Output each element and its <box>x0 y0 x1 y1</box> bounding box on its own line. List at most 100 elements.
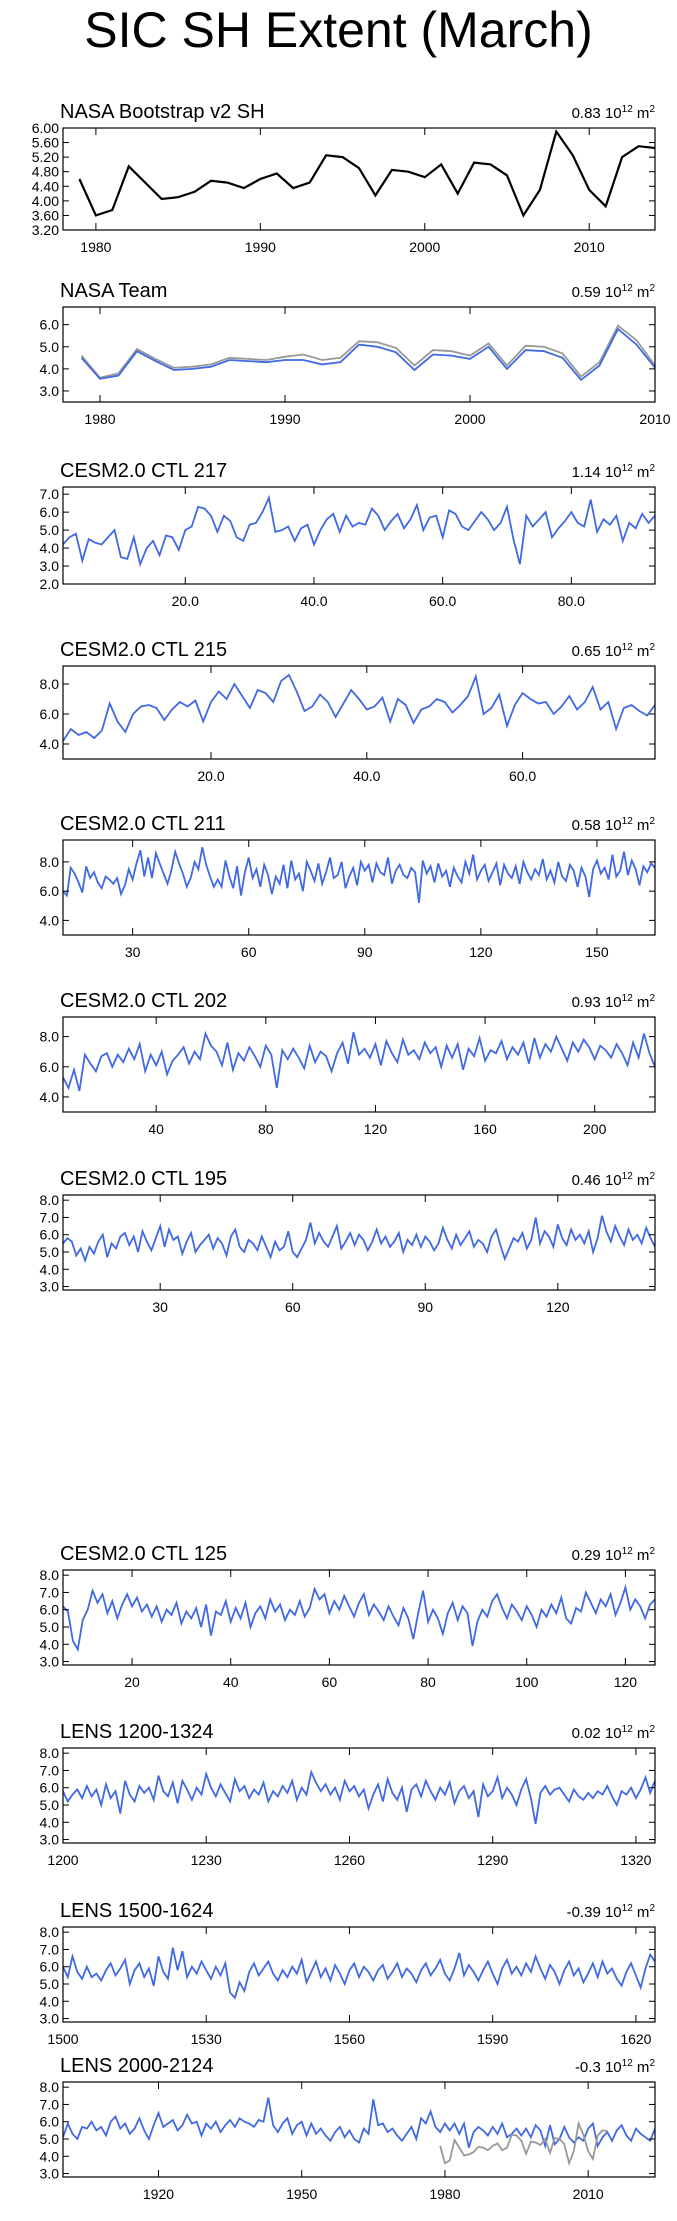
plot-frame <box>62 1747 656 1844</box>
plot-frame <box>62 1194 656 1291</box>
x-tick-label: 80 <box>258 1121 274 1137</box>
chart-title: NASA Team <box>60 280 167 302</box>
trend-trend-unit-suffix: m <box>633 464 650 481</box>
y-tick-label: 6.0 <box>40 317 60 333</box>
trend-trend-unit-suffix: m <box>633 1725 650 1742</box>
y-tick-label: 4.0 <box>40 1636 60 1652</box>
x-tick-label: 100 <box>515 1674 539 1690</box>
y-tick-label: 5.0 <box>40 339 60 355</box>
x-tick-label: 2010 <box>639 411 670 427</box>
chart-title: CESM2.0 CTL 202 <box>60 990 227 1012</box>
y-tick-label: 8.0 <box>40 676 60 692</box>
trend-label: -0.39 1012 m2 <box>567 1903 656 1921</box>
y-tick-label: 4.0 <box>40 912 60 928</box>
x-tick-label: 1290 <box>477 1852 508 1868</box>
y-tick-label: 6.0 <box>40 1227 60 1243</box>
y-tick-label: 4.0 <box>40 540 60 556</box>
trend-trend-unit-suffix-exp: 2 <box>649 1903 655 1914</box>
x-tick-label: 1620 <box>620 2031 651 2047</box>
x-tick-label: 1530 <box>191 2031 222 2047</box>
y-tick-label: 6.0 <box>40 1959 60 1975</box>
x-tick-label: 60.0 <box>509 768 536 784</box>
trend-trend-unit-suffix: m <box>633 1904 650 1921</box>
x-tick-label: 1500 <box>47 2031 78 2047</box>
y-tick-label: 3.0 <box>40 558 60 574</box>
chart-panel: CESM2.0 CTL 215 0.65 1012 m2 4.0 6.0 8.0 20.0… <box>40 639 656 784</box>
x-tick-label: 1980 <box>429 2186 460 2202</box>
chart-title: CESM2.0 CTL 125 <box>60 1543 227 1565</box>
y-tick-label: 8.0 <box>40 854 60 870</box>
trend-trend-value: 0.93 <box>572 994 605 1011</box>
data-series-line <box>63 494 655 568</box>
y-tick-label: 7.0 <box>40 2096 60 2112</box>
y-tick-label: 6.0 <box>40 2114 60 2130</box>
x-tick-label: 20 <box>124 1674 140 1690</box>
x-tick-label: 1590 <box>477 2031 508 2047</box>
x-tick-label: 2010 <box>573 2186 604 2202</box>
trend-trend-unit-exp: 12 <box>622 1171 634 1182</box>
x-tick-label: 60.0 <box>429 593 456 609</box>
trend-trend-unit-exp: 12 <box>622 1724 634 1735</box>
x-tick-label: 1200 <box>47 1852 78 1868</box>
y-tick-label: 6.0 <box>40 1602 60 1618</box>
x-tick-label: 40 <box>148 1121 164 1137</box>
trend-trend-unit-exp: 12 <box>622 1903 634 1914</box>
data-series-line <box>78 129 655 218</box>
trend-trend-unit-exp: 12 <box>622 642 634 653</box>
x-tick-label: 120 <box>614 1674 638 1690</box>
x-tick-label: 120 <box>469 944 493 960</box>
x-tick-label: 200 <box>583 1121 607 1137</box>
plot-frame <box>62 665 656 760</box>
y-tick-label: 8.0 <box>40 1924 60 1940</box>
data-series-line <box>63 1769 655 1825</box>
data-series-line <box>63 673 655 742</box>
x-tick-label: 80 <box>420 1674 436 1690</box>
trend-trend-unit-suffix-exp: 2 <box>649 993 655 1004</box>
trend-trend-unit-exp: 12 <box>622 1546 634 1557</box>
x-tick-label: 20.0 <box>172 593 199 609</box>
y-tick-label: 5.0 <box>40 2131 60 2147</box>
y-tick-label: 5.0 <box>40 1797 60 1813</box>
plot-frame <box>62 1569 656 1666</box>
y-tick-label: 3.0 <box>40 2166 60 2182</box>
trend-trend-unit-exp: 12 <box>622 2058 634 2069</box>
trend-trend-value: 1.14 <box>572 464 605 481</box>
trend-trend-unit-exp: 12 <box>622 993 634 1004</box>
chart-panel: CESM2.0 CTL 211 0.58 1012 m2 4.0 6.0 8.0 30 60… <box>40 813 656 960</box>
x-tick-label: 20.0 <box>197 768 224 784</box>
y-tick-label: 6.0 <box>40 1059 60 1075</box>
trend-trend-value: 0.65 <box>572 643 605 660</box>
chart-panel: LENS 1500-1624 -0.39 1012 m2 3.0 4.05.06.0 7… <box>40 1900 656 2047</box>
data-series-line <box>63 847 655 903</box>
y-tick-label: 3.0 <box>40 383 60 399</box>
trend-label: -0.3 1012 m2 <box>575 2058 656 2076</box>
plot-frame <box>62 1016 656 1113</box>
x-tick-label: 60 <box>285 1299 301 1315</box>
x-tick-label: 40.0 <box>300 593 327 609</box>
x-tick-label: 40.0 <box>353 768 380 784</box>
data-series-line <box>80 327 655 382</box>
trend-label: 0.59 1012 m2 <box>572 283 656 301</box>
y-tick-label: 3.0 <box>40 1279 60 1295</box>
trend-trend-value: 0.29 <box>572 1547 605 1564</box>
chart-title: CESM2.0 CTL 215 <box>60 639 227 661</box>
trend-label: 0.29 1012 m2 <box>572 1546 656 1564</box>
trend-trend-unit-base: 10 <box>605 643 622 660</box>
data-series-line <box>63 1947 655 2000</box>
data-series-line <box>439 2120 608 2167</box>
trend-trend-unit-suffix-exp: 2 <box>649 816 655 827</box>
trend-trend-unit-exp: 12 <box>622 816 634 827</box>
data-series-line <box>63 1583 655 1653</box>
y-tick-label: 7.0 <box>40 486 60 502</box>
trend-trend-unit-suffix: m <box>633 1172 650 1189</box>
y-tick-label: 7.0 <box>40 1762 60 1778</box>
trend-trend-value: -0.39 <box>567 1904 605 1921</box>
x-tick-label: 1980 <box>84 411 115 427</box>
chart-panel: CESM2.0 CTL 125 0.29 1012 m2 3.0 4.05.06.0 7… <box>40 1543 656 1690</box>
y-tick-label: 4.0 <box>40 1993 60 2009</box>
x-tick-label: 1560 <box>334 2031 365 2047</box>
trend-trend-unit-suffix-exp: 2 <box>649 283 655 294</box>
plot-frame <box>62 486 656 585</box>
y-tick-label: 6.0 <box>40 706 60 722</box>
